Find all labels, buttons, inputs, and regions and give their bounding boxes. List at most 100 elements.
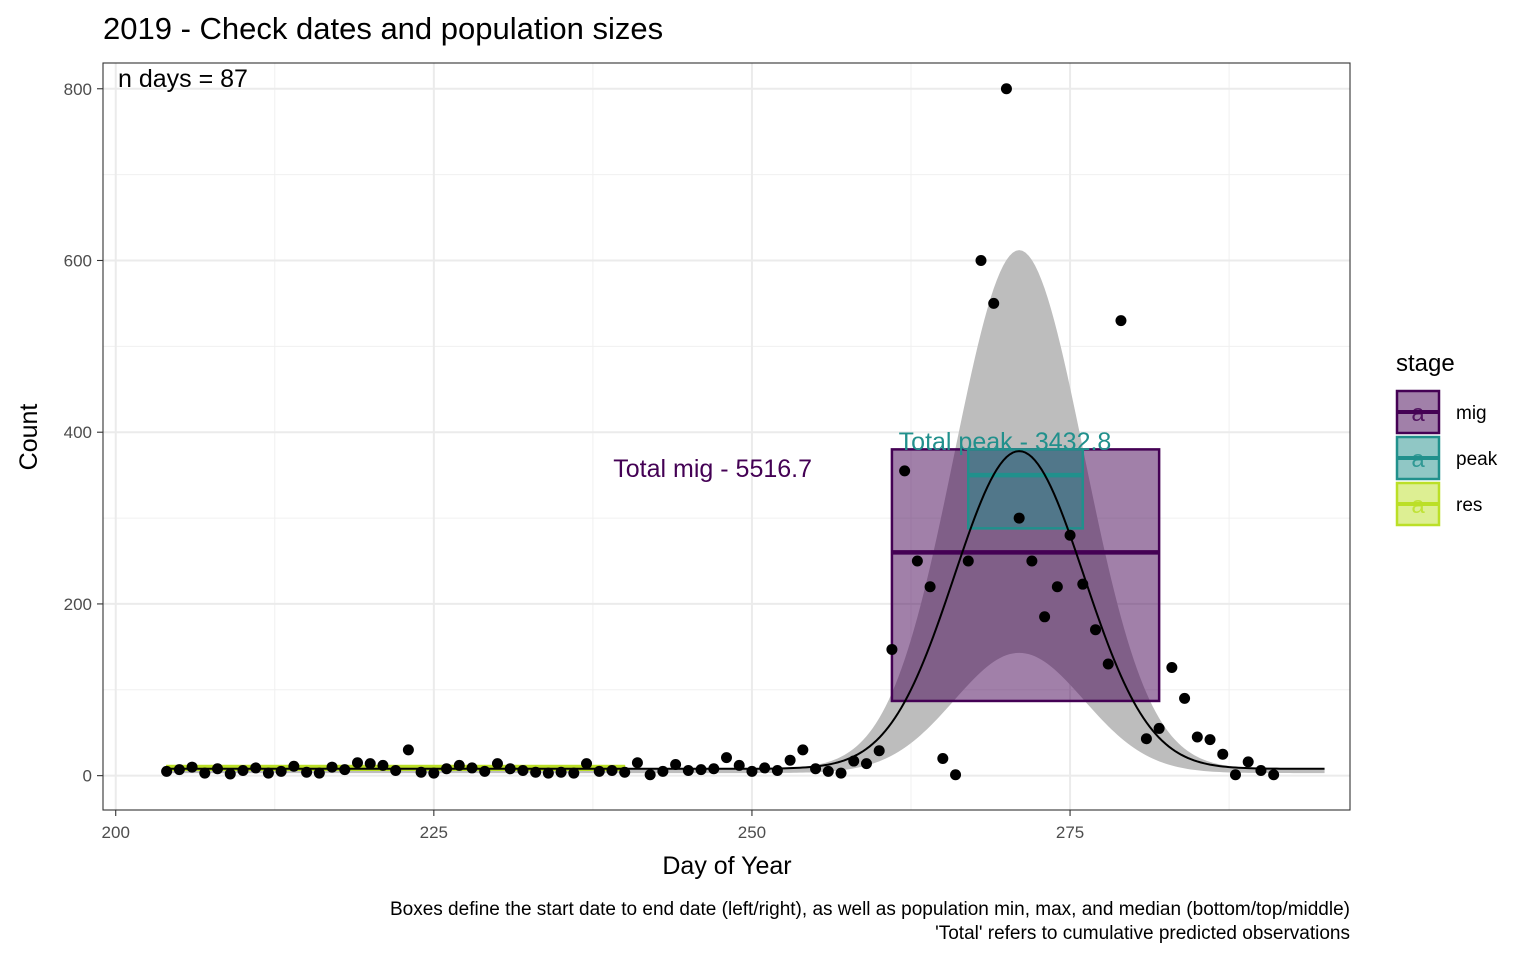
- data-point: [1103, 659, 1114, 670]
- data-point: [1243, 756, 1254, 767]
- x-axis-title: Day of Year: [662, 852, 791, 880]
- data-point: [377, 760, 388, 771]
- data-point: [632, 757, 643, 768]
- data-point: [1065, 530, 1076, 541]
- data-point: [428, 768, 439, 779]
- data-point: [734, 760, 745, 771]
- data-point: [212, 763, 223, 774]
- data-point: [441, 763, 452, 774]
- data-point: [263, 768, 274, 779]
- data-point: [823, 766, 834, 777]
- data-point: [1154, 723, 1165, 734]
- data-point: [721, 752, 732, 763]
- data-point: [988, 298, 999, 309]
- data-point: [1090, 624, 1101, 635]
- data-point: [352, 757, 363, 768]
- data-point: [314, 768, 325, 779]
- data-point: [1077, 579, 1088, 590]
- data-point: [1217, 749, 1228, 760]
- data-point: [886, 644, 897, 655]
- data-point: [836, 768, 847, 779]
- data-point: [1179, 693, 1190, 704]
- data-point: [874, 745, 885, 756]
- chart-title: 2019 - Check dates and population sizes: [103, 11, 663, 46]
- data-point: [225, 768, 236, 779]
- data-point: [1052, 581, 1063, 592]
- legend-title: stage: [1396, 350, 1455, 377]
- legend: stagea miga peaka res: [1396, 350, 1498, 525]
- y-tick-label: 200: [64, 595, 92, 614]
- y-tick-label: 600: [64, 251, 92, 270]
- data-point: [301, 767, 312, 778]
- data-point: [416, 767, 427, 778]
- data-point: [708, 763, 719, 774]
- y-axis-title: Count: [15, 404, 43, 471]
- data-point: [365, 758, 376, 769]
- data-point: [594, 766, 605, 777]
- data-point: [174, 764, 185, 775]
- data-point: [568, 768, 579, 779]
- data-point: [619, 767, 630, 778]
- y-tick-label: 0: [83, 767, 92, 786]
- data-point: [645, 769, 656, 780]
- x-tick-label: 200: [102, 823, 130, 842]
- data-point: [1255, 765, 1266, 776]
- data-point: [746, 766, 757, 777]
- data-point: [696, 764, 707, 775]
- data-point: [861, 758, 872, 769]
- x-tick-label: 275: [1056, 823, 1084, 842]
- data-point: [288, 761, 299, 772]
- data-point: [1039, 611, 1050, 622]
- data-point: [1026, 556, 1037, 567]
- data-point: [237, 765, 248, 776]
- data-point: [199, 768, 210, 779]
- data-point: [187, 762, 198, 773]
- data-point: [1141, 733, 1152, 744]
- data-point: [581, 758, 592, 769]
- data-point: [683, 765, 694, 776]
- legend-key-glyph-peak: a: [1411, 446, 1425, 473]
- data-point: [606, 765, 617, 776]
- data-point: [1205, 734, 1216, 745]
- data-point: [1268, 769, 1279, 780]
- caption-line-2: 'Total' refers to cumulative predicted o…: [935, 923, 1350, 944]
- data-point: [467, 762, 478, 773]
- data-point: [797, 744, 808, 755]
- data-point: [454, 760, 465, 771]
- data-point: [1166, 662, 1177, 673]
- data-point: [925, 581, 936, 592]
- data-point: [963, 556, 974, 567]
- data-point: [670, 759, 681, 770]
- data-point: [975, 255, 986, 266]
- data-point: [950, 769, 961, 780]
- y-tick-label: 800: [64, 80, 92, 99]
- data-point: [556, 767, 567, 778]
- data-point: [339, 764, 350, 775]
- data-point: [1230, 769, 1241, 780]
- data-point: [505, 763, 516, 774]
- legend-label-res: res: [1456, 495, 1482, 516]
- x-tick-label: 225: [420, 823, 448, 842]
- legend-key-glyph-res: a: [1411, 492, 1425, 519]
- caption-line-1: Boxes define the start date to end date …: [390, 899, 1350, 920]
- data-point: [250, 762, 261, 773]
- legend-label-peak: peak: [1456, 449, 1498, 470]
- n-days-label: n days = 87: [118, 65, 248, 93]
- data-point: [479, 766, 490, 777]
- total-peak-label: Total peak - 3432.8: [899, 428, 1112, 456]
- data-point: [848, 756, 859, 767]
- data-point: [492, 758, 503, 769]
- data-point: [785, 755, 796, 766]
- data-point: [937, 753, 948, 764]
- data-point: [759, 762, 770, 773]
- data-point: [1001, 83, 1012, 94]
- data-point: [1115, 315, 1126, 326]
- x-tick-label: 250: [738, 823, 766, 842]
- data-point: [403, 744, 414, 755]
- data-point: [912, 556, 923, 567]
- data-point: [1192, 732, 1203, 743]
- total-mig-label: Total mig - 5516.7: [613, 455, 812, 483]
- data-point: [810, 763, 821, 774]
- data-point: [327, 762, 338, 773]
